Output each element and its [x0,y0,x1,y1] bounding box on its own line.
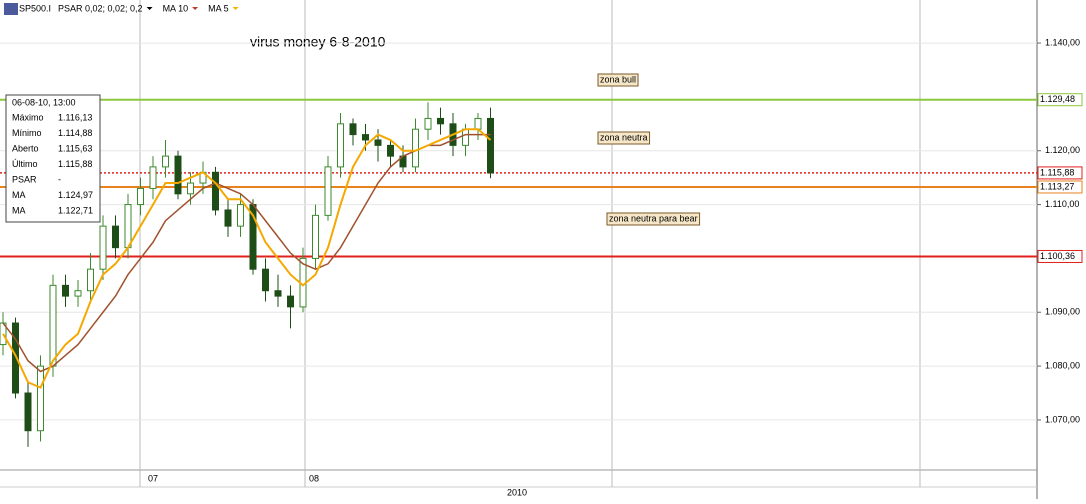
info-value: 1.115,88 [58,159,92,169]
symbol[interactable]: SP500.I [19,3,51,13]
candle-body [312,214,319,259]
info-value: 1.122,71 [58,205,93,215]
info-value: 1.114,88 [58,128,92,138]
info-label: Aberto [12,143,39,153]
level-tag [1037,249,1083,263]
info-value: - [58,174,61,184]
level-label: 1.129,48 [1040,94,1075,104]
candle-body [287,295,294,308]
indicator-legend[interactable]: PSAR 0,02; 0,02; 0,2 [58,3,143,13]
annotation-text: zona bull [600,74,636,84]
candle-body [324,166,332,216]
y-tick-label: 1.110,00 [1045,199,1079,209]
info-box [5,94,101,223]
annotation-box [597,73,639,87]
annotation: zona neutra para bear [606,212,701,226]
candle-body [212,171,219,211]
level-label: 1.113,27 [1040,181,1074,191]
symbol-icon [4,3,18,15]
candle-body [124,204,132,249]
level-label: 1.115,88 [1040,167,1074,177]
candle-body [412,128,419,168]
y-tick-label: 1.080,00 [1045,360,1080,370]
candle-body [237,204,244,227]
candle-body [99,225,107,270]
candle-body [362,134,369,141]
level-tag [1037,93,1083,107]
candle-body [62,284,69,297]
info-label: Mínimo [12,128,42,138]
info-label: MA [12,190,26,200]
ma-line [2,133,491,373]
candle-body [12,322,19,394]
info-label: Último [12,159,38,169]
annotation-box [606,212,701,226]
candle-body [37,365,44,432]
info-date: 06-08-10, 13:00 [12,97,76,107]
annotation-text: zona neutra [600,132,648,142]
candle-body [424,117,432,130]
candle-body [349,123,357,136]
candle-body [262,268,269,292]
info-label: Máximo [12,112,44,122]
indicator-legend[interactable]: MA 5 [208,3,229,13]
candle-body [49,284,57,367]
candle-body [274,290,282,297]
x-tick-label: 08 [309,473,319,483]
candle-body [87,268,94,292]
chart-title: virus money 6-8-2010 [250,34,386,50]
candle-body [137,187,144,206]
candle-body [462,128,469,146]
candle-body [187,182,194,195]
annotation-box [597,131,651,145]
candle-body [74,290,82,297]
y-tick-label: 1.140,00 [1045,37,1080,47]
candle-body [112,225,119,249]
candle-body [149,166,157,189]
info-value: 1.115,63 [58,143,92,153]
annotation-text: zona neutra para bear [609,213,698,223]
level-label: 1.100,36 [1040,251,1075,261]
y-tick-label: 1.090,00 [1045,307,1080,317]
annotation: zona neutra [597,131,651,145]
indicator-legend[interactable]: MA 10 [163,3,189,13]
dropdown-arrow [146,7,153,10]
dropdown-arrow [192,7,199,10]
candle-body [387,144,394,157]
candle-body [224,209,232,227]
candle-body [374,139,382,146]
candle-body [162,155,169,168]
info-value: 1.124,97 [58,190,93,200]
info-label: MA [12,205,26,215]
info-label: PSAR [12,174,37,184]
candle-body [437,117,444,125]
annotation: zona bull [597,73,639,87]
y-tick-label: 1.070,00 [1045,414,1080,424]
ma-line [2,128,492,389]
info-value: 1.116,13 [58,112,92,122]
y-tick-label: 1.120,00 [1045,145,1080,155]
level-tag [1037,166,1083,180]
candle-body [24,392,32,432]
dropdown-arrow [232,7,239,10]
x-tick-label: 07 [148,473,158,483]
level-tag [1037,180,1083,194]
candle-body [174,155,182,195]
candle-body [474,117,482,130]
candle-body [487,117,494,174]
candle-body [337,123,344,168]
year-label: 2010 [507,487,527,497]
